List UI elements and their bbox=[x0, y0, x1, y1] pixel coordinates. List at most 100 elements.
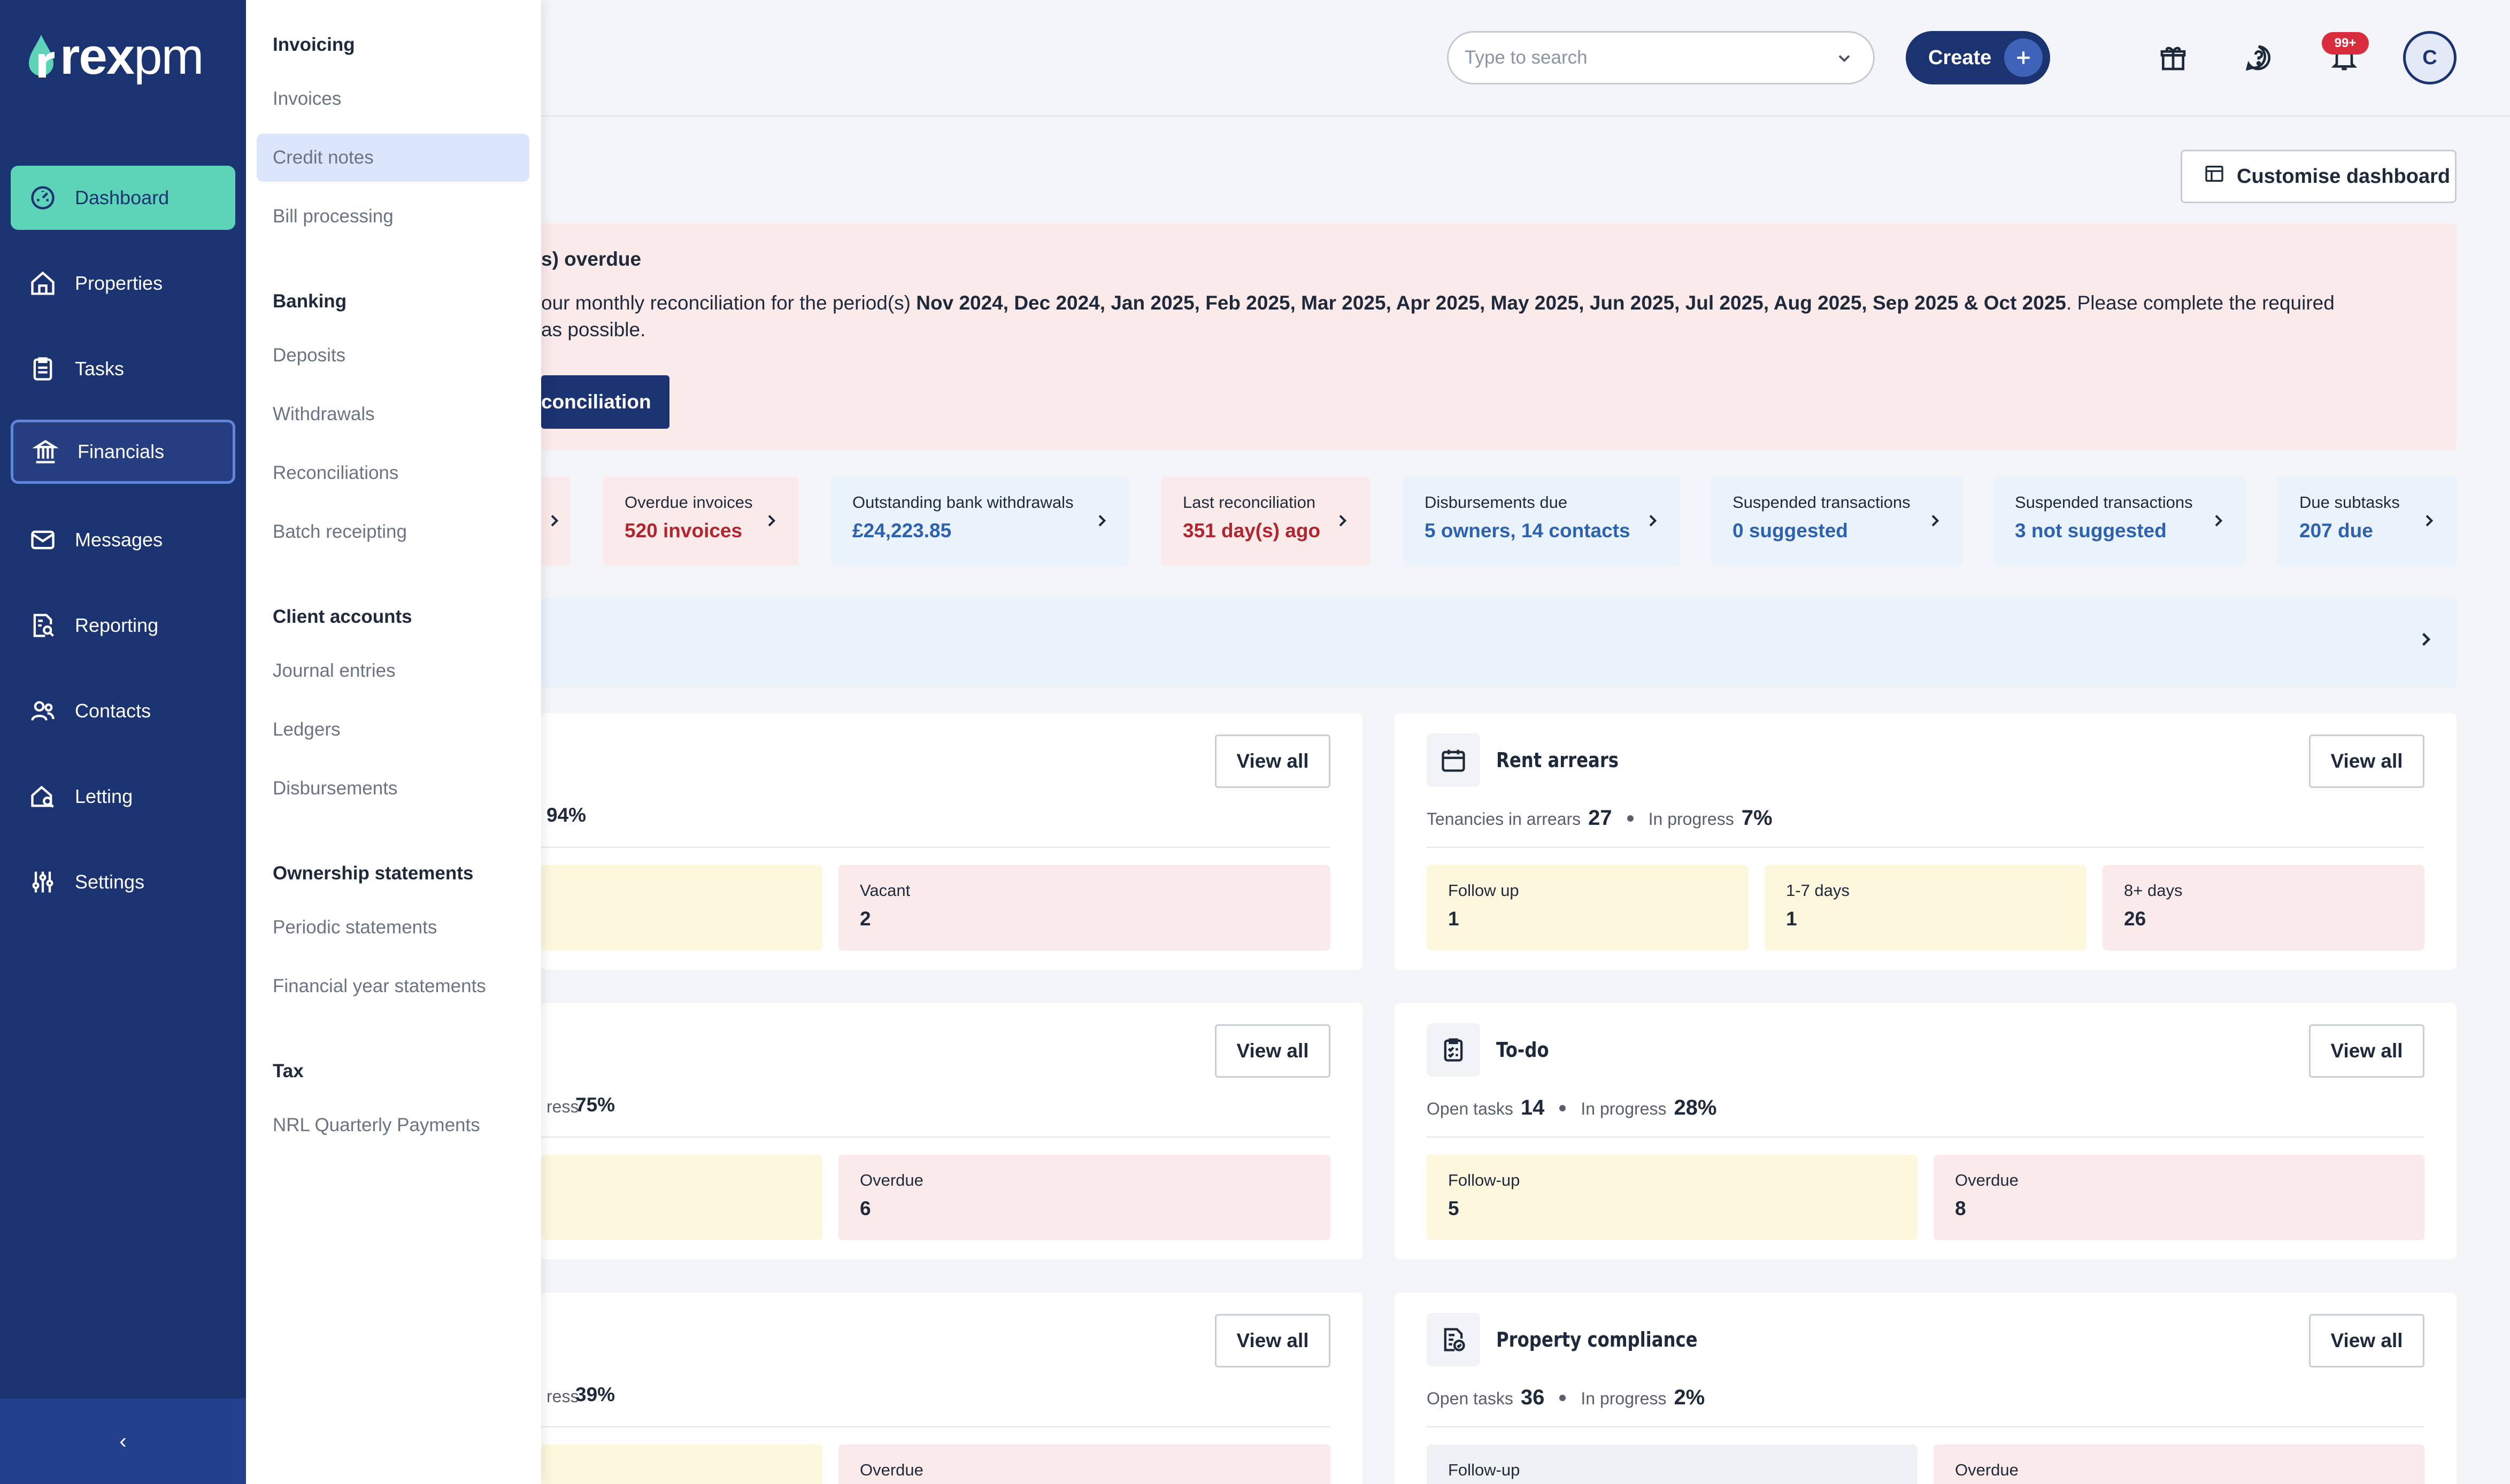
card-meta: Open tasks 14 In progress 28% bbox=[1427, 1096, 1717, 1120]
clipboard-icon bbox=[11, 355, 75, 383]
card-tile-vacant[interactable]: Vacant 2 bbox=[838, 865, 1330, 950]
stat-overdue-invoices[interactable]: Overdue invoices 520 invoices bbox=[603, 477, 799, 566]
stat-label: Outstanding bank withdrawals bbox=[852, 493, 1074, 512]
nav-label: Properties bbox=[75, 272, 163, 294]
view-all-button[interactable]: View all bbox=[1215, 735, 1330, 788]
card-tile[interactable] bbox=[541, 865, 822, 950]
flyout-item-journal-entries[interactable]: Journal entries bbox=[273, 660, 396, 681]
tile-overdue[interactable]: Overdue 8 bbox=[1934, 1155, 2424, 1240]
tile-value: 6 bbox=[860, 1197, 871, 1219]
card-divider bbox=[541, 1426, 1330, 1427]
gift-icon[interactable] bbox=[2157, 42, 2189, 74]
stat-disbursements-due[interactable]: Disbursements due 5 owners, 14 contacts bbox=[1403, 477, 1680, 566]
meta-value: 7% bbox=[1741, 806, 1773, 830]
card-tile[interactable] bbox=[541, 1444, 822, 1484]
stat-value: 5 owners, 14 contacts bbox=[1425, 520, 1630, 542]
flyout-item-withdrawals[interactable]: Withdrawals bbox=[273, 404, 375, 424]
compliance-doc-icon bbox=[1427, 1313, 1480, 1366]
flyout-heading-invoicing: Invoicing bbox=[273, 34, 355, 55]
card-meta-prefix: ress bbox=[546, 1097, 579, 1116]
flyout-item-bill-processing[interactable]: Bill processing bbox=[273, 206, 394, 227]
card-tile[interactable] bbox=[541, 1155, 822, 1240]
card-tile-overdue[interactable]: Overdue 6 bbox=[838, 1155, 1330, 1240]
stat-partial-edge[interactable] bbox=[541, 477, 570, 566]
chevron-right-icon bbox=[2420, 512, 2437, 532]
stat-suspended-suggested[interactable]: Suspended transactions 0 suggested bbox=[1711, 477, 1962, 566]
tile-follow-up[interactable]: Follow up 1 bbox=[1427, 865, 1749, 950]
meta-label: In progress bbox=[1648, 809, 1734, 829]
flyout-item-reconciliations[interactable]: Reconciliations bbox=[273, 462, 399, 483]
help-icon[interactable] bbox=[2243, 42, 2275, 74]
tile-value: 1 bbox=[1448, 908, 1459, 930]
flyout-item-credit-notes[interactable]: Credit notes bbox=[257, 134, 529, 182]
rent-arrears-card: Rent arrears View all Tenancies in arrea… bbox=[1395, 713, 2457, 970]
nav-reporting[interactable]: Reporting bbox=[11, 593, 235, 658]
alert-body-suffix: . Please complete the required bbox=[2066, 292, 2335, 314]
rexpm-logo[interactable]: rexpm bbox=[25, 28, 204, 85]
flyout-item-batch-receipting[interactable]: Batch receipting bbox=[273, 521, 407, 542]
card-divider bbox=[541, 847, 1330, 848]
flyout-item-deposits[interactable]: Deposits bbox=[273, 345, 346, 366]
view-all-button[interactable]: View all bbox=[1215, 1024, 1330, 1078]
chevron-down-icon[interactable] bbox=[1835, 49, 1854, 73]
view-all-button[interactable]: View all bbox=[2309, 735, 2424, 788]
view-all-button[interactable]: View all bbox=[1215, 1314, 1330, 1367]
nav-properties[interactable]: Properties bbox=[11, 251, 235, 315]
view-all-button[interactable]: View all bbox=[2309, 1314, 2424, 1367]
stat-label: Overdue invoices bbox=[625, 493, 753, 512]
tile-overdue[interactable]: Overdue bbox=[1934, 1444, 2424, 1484]
tile-label: 8+ days bbox=[2124, 881, 2183, 900]
to-do-card: To-do View all Open tasks 14 In progress… bbox=[1395, 1003, 2457, 1259]
flyout-heading-banking: Banking bbox=[273, 291, 347, 312]
tile-label: Follow up bbox=[1448, 881, 1519, 900]
house-icon bbox=[11, 269, 75, 297]
meta-value: 28% bbox=[1674, 1096, 1717, 1119]
nav-contacts[interactable]: Contacts bbox=[11, 679, 235, 743]
flyout-item-disbursements[interactable]: Disbursements bbox=[273, 778, 398, 799]
nav-label: Dashboard bbox=[75, 187, 170, 208]
user-avatar[interactable]: C bbox=[2403, 31, 2457, 84]
stat-suspended-not-suggested[interactable]: Suspended transactions 3 not suggested bbox=[1993, 477, 2246, 566]
start-reconciliation-button[interactable]: conciliation bbox=[541, 375, 669, 429]
collapse-sidebar-button[interactable]: ‹ bbox=[0, 1398, 246, 1484]
tile-8-plus-days[interactable]: 8+ days 26 bbox=[2103, 865, 2424, 950]
flyout-item-invoices[interactable]: Invoices bbox=[273, 88, 342, 109]
meta-label: In progress bbox=[1581, 1389, 1667, 1408]
nav-settings[interactable]: Settings bbox=[11, 850, 235, 914]
nav-messages[interactable]: Messages bbox=[11, 508, 235, 572]
stat-last-reconciliation[interactable]: Last reconciliation 351 day(s) ago bbox=[1161, 477, 1370, 566]
stat-due-subtasks[interactable]: Due subtasks 207 due bbox=[2278, 477, 2457, 566]
tile-follow-up[interactable]: Follow-up bbox=[1427, 1444, 1918, 1484]
flyout-heading-client-accounts: Client accounts bbox=[273, 606, 412, 627]
meta-label: Tenancies in arrears bbox=[1427, 809, 1581, 829]
search-input[interactable]: Type to search bbox=[1447, 31, 1875, 84]
card-meta-value: 75% bbox=[575, 1094, 615, 1116]
nav-label: Tasks bbox=[75, 358, 125, 380]
logo-text-strong: rex bbox=[60, 28, 135, 85]
create-button[interactable]: Create bbox=[1906, 31, 2050, 84]
nav-label: Financials bbox=[78, 440, 165, 462]
dashboard-gauge-icon bbox=[11, 184, 75, 212]
info-banner[interactable] bbox=[541, 598, 2457, 687]
alert-title: s) overdue bbox=[541, 248, 642, 270]
chevron-right-icon bbox=[545, 512, 563, 532]
envelope-icon bbox=[11, 526, 75, 554]
flyout-item-periodic-statements[interactable]: Periodic statements bbox=[273, 917, 437, 938]
dashboard-card-left-1: 94% Vacant 2 View all bbox=[541, 713, 1362, 970]
flyout-item-financial-year-statements[interactable]: Financial year statements bbox=[273, 976, 486, 996]
flyout-item-nrl-quarterly-payments[interactable]: NRL Quarterly Payments bbox=[273, 1115, 480, 1135]
stat-outstanding-bank-withdrawals[interactable]: Outstanding bank withdrawals £24,223.85 bbox=[831, 477, 1129, 566]
stat-label: Disbursements due bbox=[1425, 493, 1568, 512]
tile-1-7-days[interactable]: 1-7 days 1 bbox=[1765, 865, 2086, 950]
nav-letting[interactable]: Letting bbox=[11, 764, 235, 829]
customise-dashboard-button[interactable]: Customise dashboard bbox=[2181, 150, 2457, 203]
meta-value: 2% bbox=[1674, 1386, 1705, 1409]
nav-dashboard[interactable]: Dashboard bbox=[11, 166, 235, 230]
tile-label: Overdue bbox=[860, 1460, 923, 1479]
tile-follow-up[interactable]: Follow-up 5 bbox=[1427, 1155, 1918, 1240]
card-tile-overdue[interactable]: Overdue bbox=[838, 1444, 1330, 1484]
nav-financials[interactable]: Financials bbox=[11, 420, 235, 484]
nav-tasks[interactable]: Tasks bbox=[11, 337, 235, 401]
view-all-button[interactable]: View all bbox=[2309, 1024, 2424, 1078]
flyout-item-ledgers[interactable]: Ledgers bbox=[273, 719, 341, 740]
